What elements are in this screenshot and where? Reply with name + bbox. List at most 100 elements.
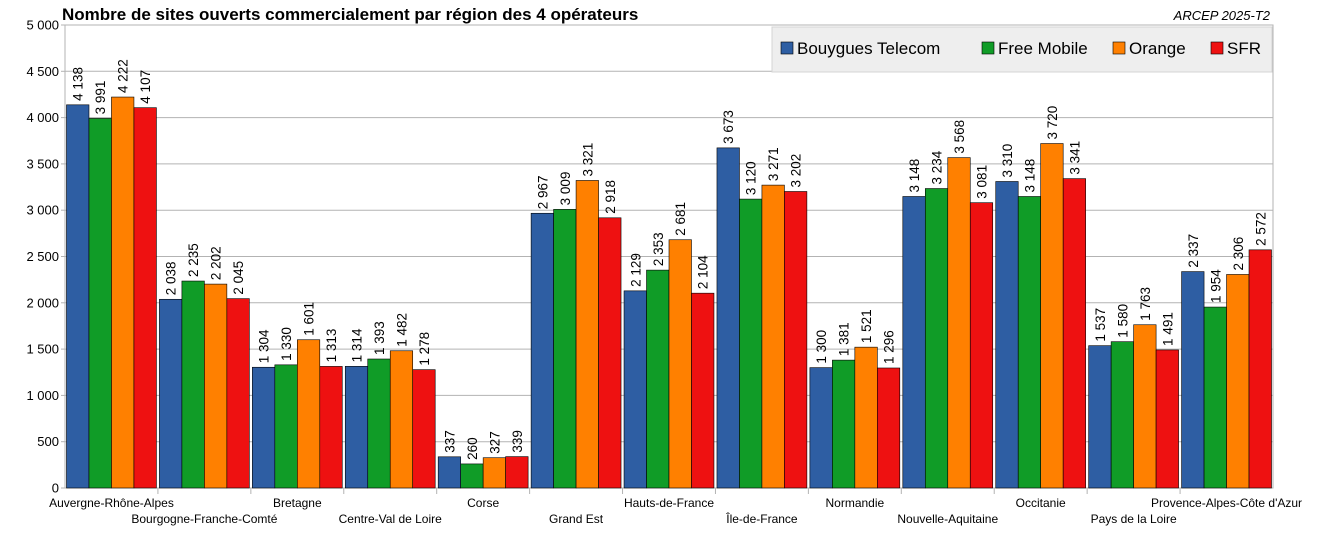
bar	[691, 292, 715, 489]
data-label: 4 138	[71, 67, 86, 101]
data-label: 1 381	[837, 322, 852, 356]
data-label: 1 304	[257, 329, 272, 363]
bar	[111, 96, 135, 489]
bar	[716, 147, 740, 489]
data-label: 339	[510, 430, 525, 453]
data-label: 2 572	[1253, 212, 1268, 246]
bar	[66, 104, 90, 489]
bar	[505, 456, 529, 489]
x-axis: Auvergne-Rhône-Alpes Bourgogne-Franche-Co…	[49, 488, 1302, 526]
legend-swatch	[780, 41, 794, 55]
bar	[88, 118, 112, 489]
y-tick-label: 3 000	[26, 203, 59, 218]
bar	[1155, 349, 1179, 489]
data-label: 2 967	[535, 175, 550, 209]
y-axis: 0 500 1 000 1 500 2 000 2 500 3 000 3 500 4 000 4…	[26, 18, 65, 496]
y-tick-label: 2 000	[26, 295, 59, 310]
legend-label: Bouygues Telecom	[797, 39, 940, 58]
bar	[969, 202, 994, 489]
bar	[1017, 196, 1041, 489]
bar	[159, 298, 183, 489]
legend-box	[771, 26, 1273, 73]
bar	[854, 346, 878, 489]
data-label: 3 341	[1067, 141, 1082, 175]
legend-swatch	[981, 41, 995, 55]
category-label: Normandie	[825, 496, 884, 510]
y-tick-label: 4 000	[26, 110, 59, 125]
y-tick-label: 3 500	[26, 156, 59, 171]
data-label: 337	[442, 430, 457, 453]
bar	[389, 350, 414, 489]
legend-swatch	[1112, 41, 1126, 55]
data-label: 1 763	[1138, 287, 1153, 321]
data-label: 1 537	[1093, 308, 1108, 342]
data-label: 2 129	[628, 253, 643, 287]
data-label: 3 234	[930, 150, 945, 184]
data-label: 1 300	[814, 330, 829, 364]
bar	[924, 188, 949, 489]
bar	[1088, 345, 1112, 489]
data-label: 3 271	[766, 147, 781, 181]
bar	[437, 456, 461, 489]
bar	[482, 457, 506, 489]
bar	[902, 196, 926, 489]
category-label: Île-de-France	[725, 511, 798, 526]
data-label: 3 310	[1000, 144, 1015, 178]
bar	[1181, 271, 1205, 489]
bar	[877, 367, 901, 489]
y-tick-label: 0	[52, 481, 59, 496]
bar	[530, 212, 554, 489]
bar	[575, 180, 599, 489]
bar	[623, 290, 647, 489]
bar	[1040, 143, 1064, 489]
data-label: 2 681	[673, 202, 688, 236]
bar	[646, 269, 670, 489]
bar	[367, 358, 391, 489]
bar	[809, 367, 833, 489]
data-label: 3 321	[580, 143, 595, 177]
y-tick-label: 5 000	[26, 18, 59, 33]
category-label: Auvergne-Rhône-Alpes	[49, 496, 174, 510]
data-label: 2 104	[696, 255, 711, 289]
y-tick-label: 1 000	[26, 388, 59, 403]
category-label: Provence-Alpes-Côte d'Azur	[1151, 496, 1302, 510]
data-label: 1 601	[302, 302, 317, 336]
data-label: 2 045	[231, 261, 246, 295]
bar	[832, 359, 856, 489]
data-label: 2 235	[186, 243, 201, 277]
bar	[668, 239, 692, 489]
bar	[739, 198, 763, 489]
bar	[319, 366, 343, 489]
bars	[66, 96, 1272, 489]
chart-source: ARCEP 2025-T2	[1173, 8, 1271, 23]
bar	[181, 280, 205, 489]
category-label: Occitanie	[1016, 496, 1066, 510]
data-label: 1 521	[859, 309, 874, 343]
category-label: Corse	[467, 496, 499, 510]
bar	[412, 369, 436, 489]
data-label: 3 202	[789, 154, 804, 188]
bar	[344, 366, 369, 489]
data-label: 3 148	[907, 159, 922, 193]
data-label: 1 296	[882, 330, 897, 364]
data-label: 327	[487, 431, 502, 454]
data-label: 1 314	[350, 328, 365, 362]
y-tick-label: 4 500	[26, 64, 59, 79]
legend-label: Free Mobile	[998, 39, 1088, 58]
data-label: 3 991	[93, 81, 108, 115]
bar	[1062, 178, 1086, 489]
data-label: 3 673	[721, 110, 736, 144]
data-label: 1 278	[417, 332, 432, 366]
data-label: 1 580	[1115, 304, 1130, 338]
data-label: 3 720	[1045, 106, 1060, 140]
data-label: 2 918	[603, 180, 618, 214]
legend: Bouygues Telecom Free Mobile Orange SFR	[771, 26, 1273, 73]
bar	[252, 366, 276, 489]
data-label: 4 222	[116, 59, 131, 93]
category-label: Hauts-de-France	[624, 496, 714, 510]
bar	[1226, 274, 1250, 489]
data-label: 2 038	[164, 261, 179, 295]
data-label: 2 337	[1186, 234, 1201, 268]
legend-label: Orange	[1129, 39, 1186, 58]
